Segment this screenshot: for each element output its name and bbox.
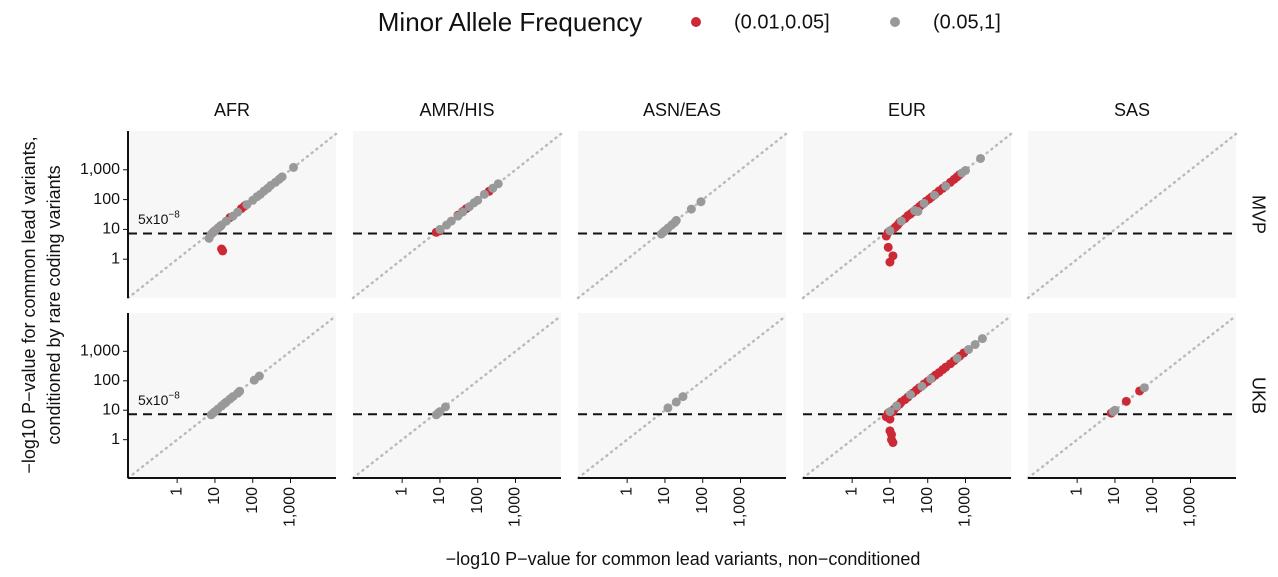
x-tick-label: 100 — [469, 487, 486, 514]
point — [696, 197, 706, 207]
y-tick-label: 1 — [111, 431, 120, 448]
legend-label: (0.05,1] — [933, 11, 1001, 33]
identity-line — [1026, 132, 1238, 300]
identity-line — [351, 314, 563, 480]
point — [671, 397, 681, 407]
y-tick-label: 10 — [102, 401, 120, 418]
point — [885, 414, 895, 424]
point — [913, 206, 923, 216]
point — [1121, 396, 1131, 406]
point — [892, 401, 902, 411]
y-tick-label: 1,000 — [80, 161, 120, 178]
point — [929, 190, 939, 200]
point — [435, 224, 445, 234]
point — [883, 242, 893, 252]
point — [888, 438, 898, 448]
y-tick-label: 1 — [111, 250, 120, 267]
x-tick-label: 1,000 — [282, 487, 299, 527]
y-axis-label: −log10 P−value for common lead variants, — [19, 136, 39, 473]
y-axis-label: conditioned by rare coding variants — [44, 165, 64, 444]
point — [493, 179, 503, 189]
point — [686, 204, 696, 214]
point — [952, 353, 962, 363]
identity-line — [1026, 314, 1238, 480]
identity-line — [576, 132, 788, 300]
x-tick-label: 100 — [1144, 487, 1161, 514]
point — [976, 153, 986, 163]
point — [218, 246, 228, 256]
y-tick-label: 10 — [102, 221, 120, 238]
x-tick-label: 1,000 — [957, 487, 974, 527]
point — [458, 207, 468, 217]
point — [663, 403, 673, 413]
x-tick-label: 100 — [244, 487, 261, 514]
legend-marker — [691, 17, 701, 27]
point — [277, 172, 287, 182]
point — [970, 340, 980, 350]
column-label: AFR — [214, 100, 250, 120]
point — [941, 181, 951, 191]
point — [440, 402, 450, 412]
x-tick-label: 1 — [618, 487, 635, 496]
column-label: AMR/HIS — [419, 100, 494, 120]
x-tick-label: 1,000 — [1182, 487, 1199, 527]
column-label: EUR — [888, 100, 926, 120]
point — [254, 371, 264, 381]
x-tick-label: 10 — [206, 487, 223, 505]
point — [288, 162, 298, 172]
x-tick-label: 100 — [694, 487, 711, 514]
x-tick-label: 1 — [168, 487, 185, 496]
point — [1139, 383, 1149, 393]
point — [961, 165, 971, 175]
point — [888, 251, 898, 261]
x-tick-label: 1,000 — [732, 487, 749, 527]
point — [917, 381, 927, 391]
point — [885, 226, 895, 236]
column-label: ASN/EAS — [643, 100, 721, 120]
point — [479, 189, 489, 199]
point — [446, 216, 456, 226]
point — [473, 195, 483, 205]
point — [1110, 405, 1120, 415]
legend-label: (0.01,0.05] — [734, 11, 830, 33]
x-tick-label: 100 — [919, 487, 936, 514]
x-tick-label: 1 — [393, 487, 410, 496]
point — [905, 390, 915, 400]
x-axis-label: −log10 P−value for common lead variants,… — [446, 549, 921, 569]
x-tick-label: 10 — [656, 487, 673, 505]
y-tick-label: 100 — [93, 372, 120, 389]
x-tick-label: 1 — [843, 487, 860, 496]
x-tick-label: 1 — [1068, 487, 1085, 496]
point — [963, 345, 973, 355]
point — [671, 215, 681, 225]
point — [235, 386, 245, 396]
point — [233, 207, 243, 217]
y-tick-label: 100 — [93, 191, 120, 208]
point — [221, 216, 231, 226]
x-tick-label: 10 — [1106, 487, 1123, 505]
threshold-exponent: −8 — [168, 209, 180, 220]
x-tick-label: 10 — [431, 487, 448, 505]
y-tick-label: 1,000 — [80, 343, 120, 360]
x-tick-label: 10 — [881, 487, 898, 505]
column-label: SAS — [1114, 100, 1150, 120]
point — [919, 198, 929, 208]
x-tick-label: 1,000 — [507, 487, 524, 527]
threshold-exponent: −8 — [168, 390, 180, 401]
legend-marker — [890, 17, 900, 27]
row-label: MVP — [1248, 195, 1268, 234]
point — [896, 216, 906, 226]
point — [977, 334, 987, 344]
legend-title: Minor Allele Frequency — [378, 7, 642, 37]
point — [885, 407, 895, 417]
point — [926, 374, 936, 384]
point — [678, 392, 688, 402]
row-label: UKB — [1248, 377, 1268, 414]
